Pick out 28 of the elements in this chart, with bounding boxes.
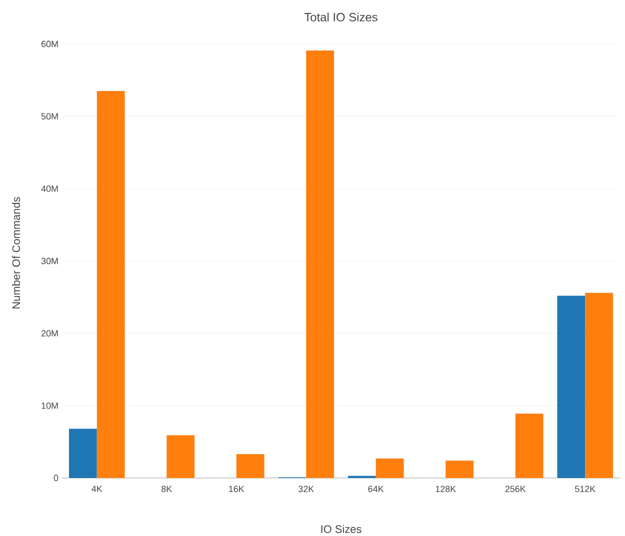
x-tick-label: 512K	[575, 486, 596, 492]
chart-title: Total IO Sizes	[304, 12, 378, 22]
bar	[236, 454, 264, 478]
bar	[585, 292, 614, 478]
y-tick-label: 0	[54, 474, 58, 482]
x-tick-label: 64K	[368, 486, 384, 492]
bar	[96, 90, 125, 478]
bar	[515, 413, 544, 478]
bar	[376, 458, 404, 478]
x-tick-label: 128K	[436, 486, 456, 492]
y-tick-label: 40M	[41, 185, 58, 192]
y-tick-label: 20M	[42, 330, 58, 336]
y-tick-label: 10M	[42, 402, 58, 409]
y-axis-title: Number Of Commands	[12, 196, 20, 308]
bar	[557, 296, 586, 478]
x-tick-label: 16K	[229, 486, 244, 492]
x-axis-title: IO Sizes	[321, 524, 362, 533]
y-tick-label: 30M	[41, 258, 58, 264]
x-tick-label: 8K	[162, 486, 172, 492]
bar	[306, 50, 334, 478]
bar	[446, 460, 474, 478]
x-tick-label: 4K	[92, 486, 102, 492]
y-tick-label: 50M	[41, 112, 58, 120]
bar	[68, 428, 97, 478]
x-tick-label: 256K	[505, 486, 526, 492]
x-tick-label: 32K	[298, 486, 314, 492]
bar	[166, 435, 195, 478]
y-tick-label: 60M	[42, 40, 58, 48]
